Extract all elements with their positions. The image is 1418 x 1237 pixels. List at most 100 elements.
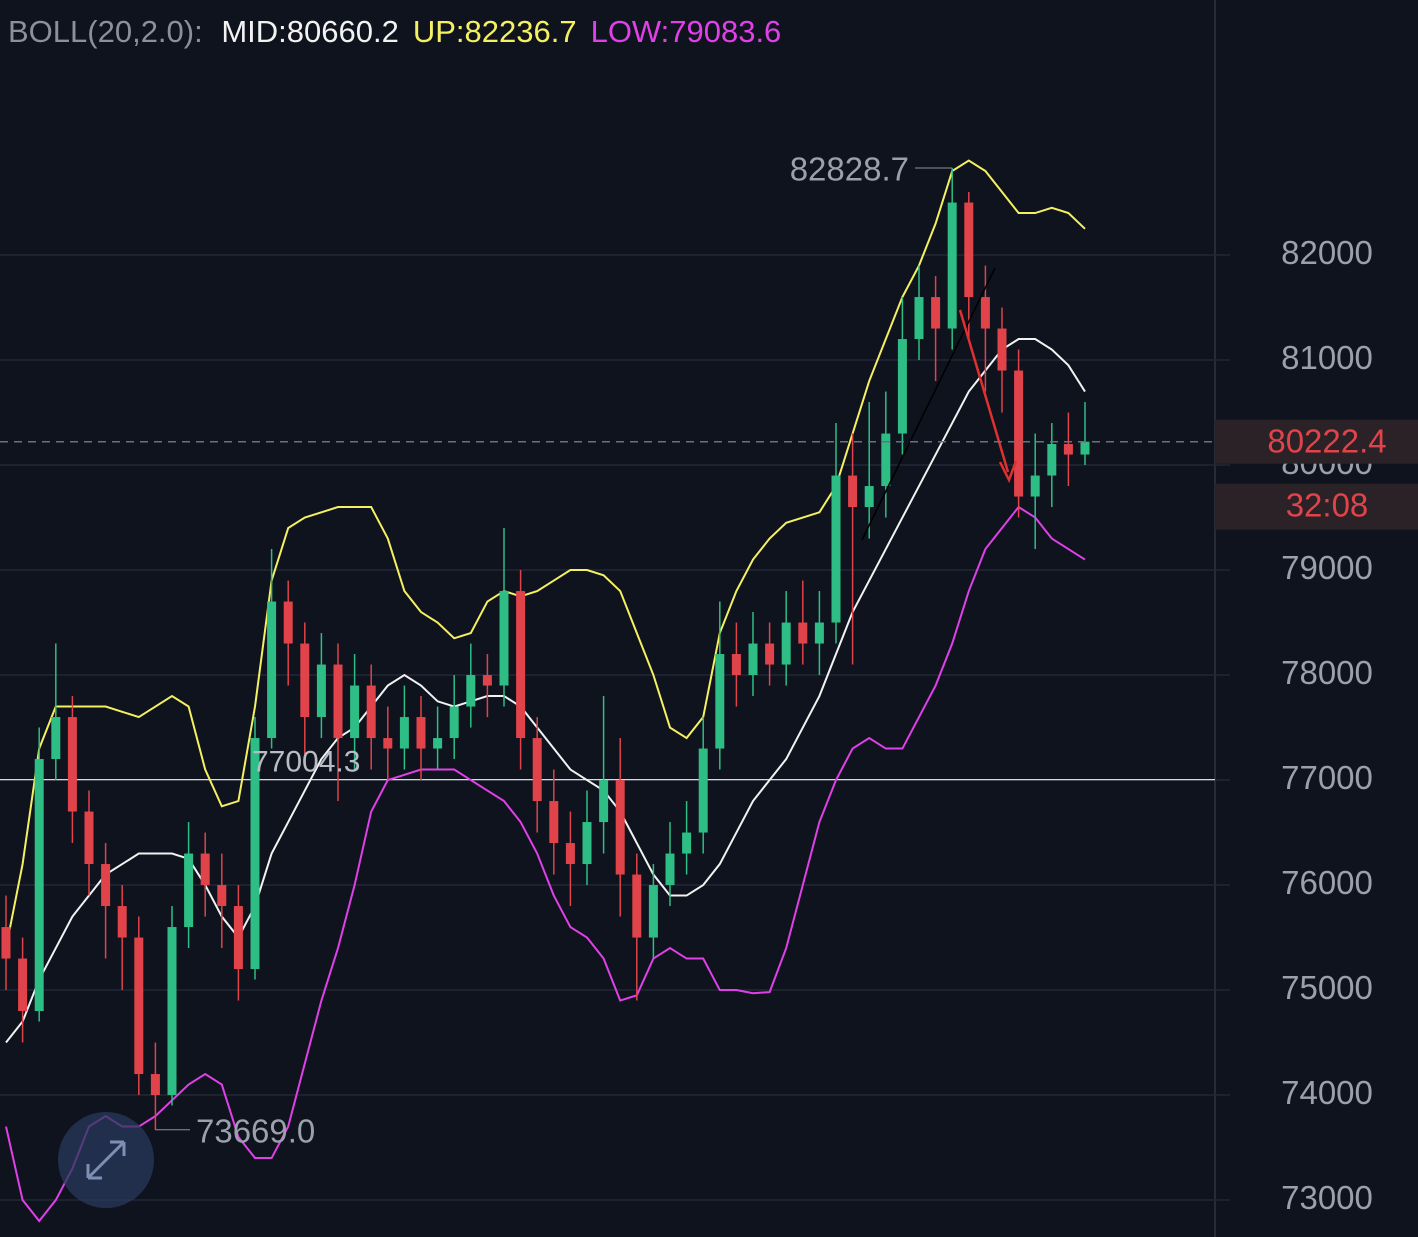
candle-body xyxy=(366,685,376,739)
candle-body xyxy=(449,706,459,739)
candle-body xyxy=(848,475,858,508)
candle-body xyxy=(897,339,907,434)
candle-body xyxy=(615,780,625,875)
legend-entry: UP:82236.7 xyxy=(413,14,577,49)
candle-body xyxy=(18,958,28,1012)
candle-body xyxy=(333,664,343,739)
candle-body xyxy=(964,202,974,298)
candle-body xyxy=(1080,441,1090,455)
countdown-tag xyxy=(1215,483,1418,530)
candle-body xyxy=(67,717,77,812)
candle-body xyxy=(250,738,260,970)
countdown: 32:08 xyxy=(1286,486,1369,523)
candle-body xyxy=(549,801,559,844)
expand-icon xyxy=(86,1140,126,1180)
candle-body xyxy=(980,297,990,329)
candle-body xyxy=(582,822,592,865)
candle-body xyxy=(516,591,526,739)
candle-body xyxy=(34,759,44,1012)
candle-body xyxy=(831,475,841,623)
candle-body xyxy=(217,885,227,907)
candle-body xyxy=(117,906,127,938)
legend-entry: LOW:79083.6 xyxy=(591,14,782,49)
candle-body xyxy=(1030,475,1040,497)
candle-body xyxy=(781,622,791,665)
legend-entry: MID:80660.2 xyxy=(221,14,399,49)
candle-body xyxy=(648,885,658,938)
candle-body xyxy=(350,685,360,739)
max-label: 82828.7 xyxy=(790,151,909,188)
candle-body xyxy=(399,717,409,749)
candle-body xyxy=(532,738,542,802)
candle-body xyxy=(84,811,94,865)
min-label: 73669.0 xyxy=(196,1113,315,1150)
candle-body xyxy=(565,843,575,865)
y-tick-label: 76000 xyxy=(1281,864,1373,901)
candle-body xyxy=(51,717,61,760)
candle-body xyxy=(682,832,692,854)
trend-line xyxy=(861,267,996,541)
horizontal-line-label: 77004.3 xyxy=(252,746,360,779)
candle-body xyxy=(101,864,111,907)
candles xyxy=(1,168,1090,1130)
candle-body xyxy=(184,853,194,928)
y-tick-label: 78000 xyxy=(1281,654,1373,691)
y-tick-label: 82000 xyxy=(1281,234,1373,271)
candle-body xyxy=(997,328,1007,371)
candle-body xyxy=(931,297,941,329)
candle-body xyxy=(864,486,874,508)
last-price-label: 80222.4 xyxy=(1267,422,1386,459)
candle-body xyxy=(1047,444,1057,476)
candle-body xyxy=(200,853,210,886)
candle-body xyxy=(167,927,177,1096)
candle-body xyxy=(283,601,293,644)
y-tick-label: 77000 xyxy=(1281,759,1373,796)
candle-body xyxy=(698,748,708,833)
candle-body xyxy=(947,202,957,329)
candle-body xyxy=(150,1074,160,1096)
last-price-tag xyxy=(1215,419,1418,464)
candle-body xyxy=(1063,444,1073,455)
band-line xyxy=(5,505,1086,1223)
candle-body xyxy=(433,738,443,749)
candle-body xyxy=(233,906,243,970)
y-tick-label: 74000 xyxy=(1281,1074,1373,1111)
band-line xyxy=(5,159,1086,949)
candle-body xyxy=(416,717,426,749)
candle-body xyxy=(383,738,393,749)
candle-body xyxy=(316,664,326,718)
candle-body xyxy=(798,622,808,644)
candle-body xyxy=(715,654,725,749)
candle-body xyxy=(1014,370,1024,497)
arrow xyxy=(958,309,1010,473)
candle-body xyxy=(267,601,277,739)
candle-body xyxy=(599,780,609,823)
indicator-name: BOLL(20,2.0): xyxy=(8,14,203,49)
candle-body xyxy=(914,297,924,340)
indicator-header: BOLL(20,2.0): MID:80660.2 UP:82236.7 LOW:7… xyxy=(8,14,781,49)
y-tick-label: 79000 xyxy=(1281,549,1373,586)
candle-body xyxy=(300,643,310,718)
candle-body xyxy=(466,675,476,707)
candle-body xyxy=(748,643,758,676)
y-tick-label: 73000 xyxy=(1281,1179,1373,1216)
grid: 7300074000750007600077000780007900080000… xyxy=(0,234,1373,1216)
overlay: 77004.3 82828.7 73669.0 80222.4 32:08 xyxy=(0,151,1418,1150)
candle-body xyxy=(1,927,11,959)
y-tick-label: 75000 xyxy=(1281,969,1373,1006)
candle-body xyxy=(881,433,891,487)
candle-body xyxy=(632,874,642,938)
drawings xyxy=(861,267,1018,541)
y-tick-label: 81000 xyxy=(1281,339,1373,376)
candle-body xyxy=(765,643,775,665)
candle-body xyxy=(499,591,509,686)
candle-body xyxy=(665,853,675,886)
candle-body xyxy=(731,654,741,676)
candle-body xyxy=(814,622,824,644)
candle-body xyxy=(482,675,492,686)
arrow-head xyxy=(998,460,1018,484)
candle-body xyxy=(134,937,144,1075)
